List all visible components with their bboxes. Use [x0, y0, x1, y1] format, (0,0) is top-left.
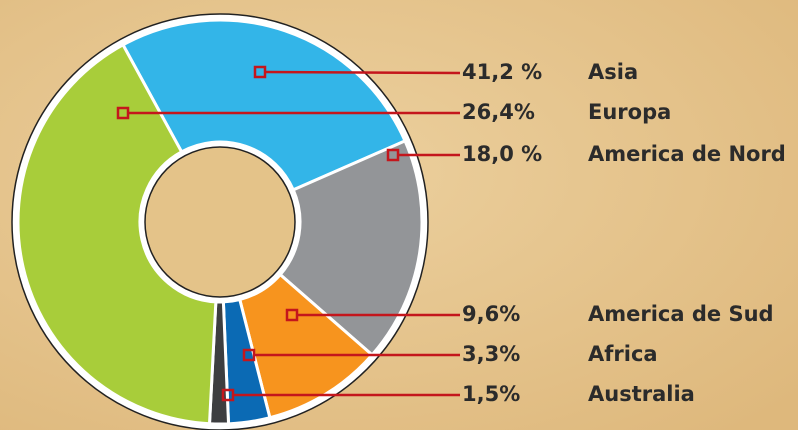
hole-edge [144, 146, 296, 298]
category-label: America de Sud [588, 302, 774, 326]
value-label: 41,2 % [462, 60, 542, 84]
leader-marker [386, 148, 400, 162]
value-label: 3,3% [462, 342, 520, 366]
category-label: Asia [588, 60, 638, 84]
outer-ring [12, 14, 428, 430]
outer-edge [11, 13, 429, 430]
category-label: Africa [588, 342, 658, 366]
leader-marker [221, 388, 235, 402]
hole-ring [139, 141, 301, 303]
leader-marker [285, 308, 299, 322]
leader-marker [253, 65, 267, 79]
value-label: 1,5% [462, 382, 520, 406]
value-label: 18,0 % [462, 142, 542, 166]
category-label: Australia [588, 382, 695, 406]
value-label: 26,4% [462, 100, 535, 124]
category-label: Europa [588, 100, 671, 124]
category-label: America de Nord [588, 142, 786, 166]
leader-marker [242, 348, 256, 362]
leader-marker [116, 106, 130, 120]
leader-line [264, 70, 461, 75]
value-label: 9,6% [462, 302, 520, 326]
